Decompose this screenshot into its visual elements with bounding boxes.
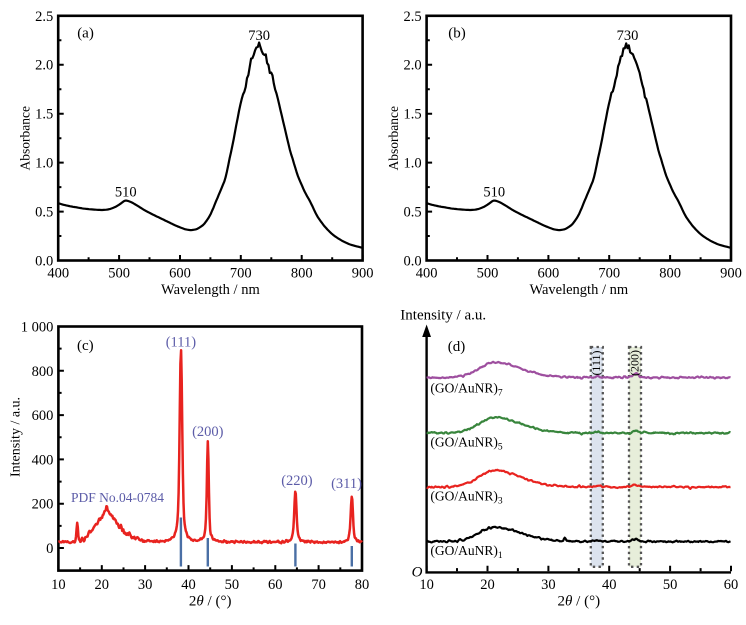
svg-text:Intensity / a.u.: Intensity / a.u. — [400, 308, 486, 324]
svg-text:0.5: 0.5 — [403, 205, 421, 221]
svg-text:0.5: 0.5 — [35, 205, 53, 221]
svg-text:600: 600 — [32, 408, 54, 424]
svg-text:730: 730 — [617, 28, 639, 44]
svg-text:(311): (311) — [331, 476, 362, 492]
svg-text:1.5: 1.5 — [35, 107, 53, 123]
svg-text:600: 600 — [169, 266, 191, 282]
svg-text:(c): (c) — [77, 338, 94, 354]
svg-text:1.0: 1.0 — [403, 156, 421, 172]
svg-text:400: 400 — [32, 452, 54, 468]
svg-text:900: 900 — [352, 266, 374, 282]
svg-text:(220): (220) — [281, 473, 313, 489]
svg-text:70: 70 — [311, 577, 326, 593]
svg-text:Wavelength / nm: Wavelength / nm — [161, 282, 260, 298]
svg-text:(111): (111) — [166, 335, 197, 351]
svg-text:80: 80 — [355, 577, 370, 593]
svg-text:50: 50 — [225, 577, 240, 593]
svg-text:200: 200 — [32, 497, 54, 513]
svg-text:730: 730 — [248, 28, 270, 44]
svg-text:0: 0 — [46, 541, 53, 557]
svg-text:700: 700 — [230, 266, 252, 282]
svg-text:2θ / (°): 2θ / (°) — [189, 594, 232, 610]
svg-text:Wavelength / nm: Wavelength / nm — [529, 282, 628, 298]
svg-text:30: 30 — [138, 577, 153, 593]
svg-text:40: 40 — [181, 577, 196, 593]
svg-text:(GO/AuNR)3: (GO/AuNR)3 — [430, 489, 503, 507]
svg-text:400: 400 — [416, 266, 438, 282]
svg-text:500: 500 — [108, 266, 130, 282]
svg-text:Intensity / a.u.: Intensity / a.u. — [9, 397, 24, 477]
svg-text:510: 510 — [483, 185, 505, 201]
svg-text:10: 10 — [419, 577, 434, 593]
svg-text:510: 510 — [115, 185, 137, 201]
svg-text:1 000: 1 000 — [21, 320, 54, 336]
svg-text:50: 50 — [663, 577, 678, 593]
svg-text:(d): (d) — [448, 339, 466, 355]
svg-text:1.0: 1.0 — [35, 156, 53, 172]
svg-text:(a): (a) — [77, 26, 94, 42]
svg-text:60: 60 — [724, 577, 739, 593]
svg-text:PDF No.04-0784: PDF No.04-0784 — [71, 490, 164, 505]
svg-text:Absorbance: Absorbance — [18, 106, 33, 170]
svg-text:500: 500 — [477, 266, 499, 282]
svg-text:800: 800 — [659, 266, 681, 282]
svg-text:800: 800 — [32, 364, 54, 380]
svg-text:2θ / (°): 2θ / (°) — [558, 594, 601, 610]
svg-text:20: 20 — [480, 577, 495, 593]
svg-text:600: 600 — [538, 266, 560, 282]
svg-text:(200): (200) — [192, 424, 224, 440]
svg-text:2.0: 2.0 — [35, 58, 53, 74]
svg-text:20: 20 — [95, 577, 110, 593]
svg-text:Absorbance: Absorbance — [386, 106, 401, 170]
svg-text:O: O — [412, 565, 423, 581]
svg-text:(111): (111) — [589, 350, 603, 375]
svg-text:(b): (b) — [448, 26, 466, 42]
svg-text:(GO/AuNR)5: (GO/AuNR)5 — [430, 435, 503, 453]
svg-text:700: 700 — [598, 266, 620, 282]
svg-text:40: 40 — [602, 577, 617, 593]
svg-text:(GO/AuNR)7: (GO/AuNR)7 — [430, 381, 503, 399]
svg-text:2.5: 2.5 — [403, 9, 421, 25]
svg-text:30: 30 — [541, 577, 556, 593]
svg-text:0.0: 0.0 — [35, 254, 53, 270]
svg-text:1.5: 1.5 — [403, 107, 421, 123]
svg-text:0.0: 0.0 — [403, 254, 421, 270]
svg-text:900: 900 — [720, 266, 742, 282]
svg-text:400: 400 — [47, 266, 69, 282]
svg-text:(200): (200) — [627, 350, 641, 376]
svg-text:2.0: 2.0 — [403, 58, 421, 74]
svg-text:10: 10 — [51, 577, 66, 593]
svg-text:60: 60 — [268, 577, 283, 593]
svg-text:2.5: 2.5 — [35, 9, 53, 25]
svg-text:800: 800 — [291, 266, 313, 282]
svg-text:(GO/AuNR)1: (GO/AuNR)1 — [430, 543, 503, 561]
